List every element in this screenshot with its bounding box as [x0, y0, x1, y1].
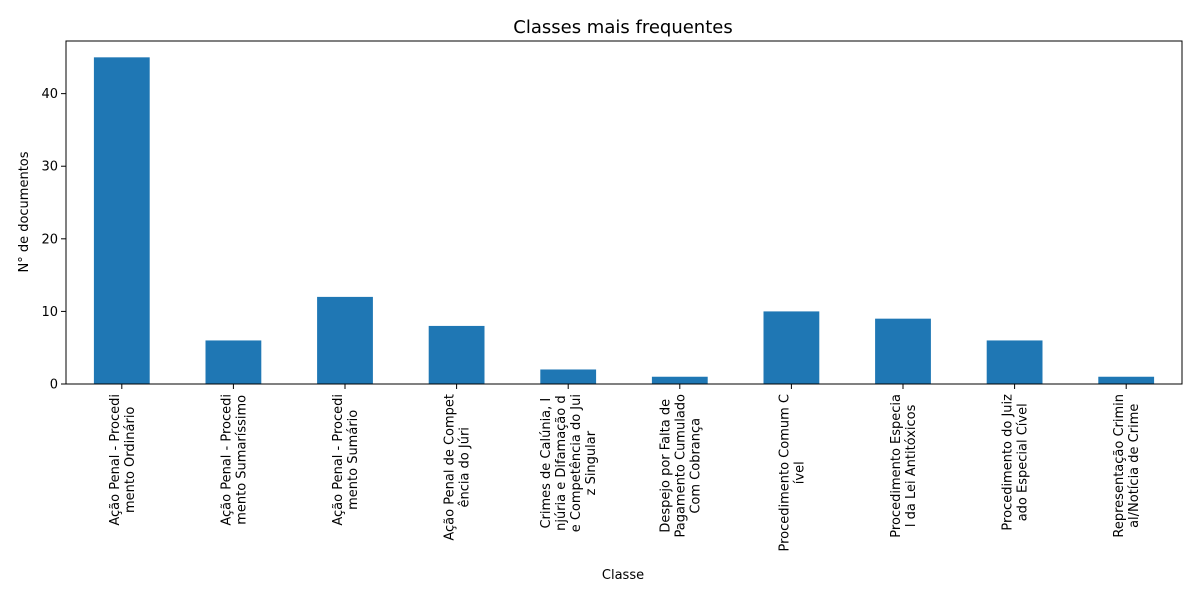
- y-tick-label: 0: [50, 378, 58, 393]
- x-axis-label: Classe: [602, 568, 644, 583]
- y-tick-label: 40: [41, 87, 58, 102]
- bar-1: [205, 340, 262, 384]
- y-axis-ticks: 0 10 20 30 40: [41, 87, 66, 393]
- x-tick-label-1: Ação Penal - Procedimento Sumaríssimo: [219, 394, 249, 526]
- bar-5: [651, 376, 708, 384]
- y-tick-label: 30: [41, 160, 58, 175]
- x-tick-label-0: Ação Penal - Procedimento Ordinário: [108, 394, 138, 526]
- plot-frame: [65, 40, 1183, 385]
- x-tick-label-5: Despejo por Falta dePagamento CumuladoCo…: [658, 394, 703, 538]
- y-tick-label: 20: [41, 232, 58, 247]
- bar-4: [540, 369, 597, 384]
- x-tick-label-4: Crimes de Calúnia, Injúria e Difamação d…: [539, 394, 599, 532]
- bar-6: [763, 311, 820, 384]
- bar-2: [317, 296, 373, 384]
- x-tick-label-7: Procedimento Especial da Lei Antitóxicos: [889, 394, 919, 538]
- bar-3: [428, 325, 485, 384]
- x-axis-ticks: Ação Penal - Procedimento Ordinário Ação …: [108, 384, 1142, 552]
- x-tick-label-3: Ação Penal de Competência do Júri: [443, 394, 473, 541]
- bars-group: [93, 57, 1155, 384]
- y-tick-label: 10: [41, 305, 58, 320]
- x-tick-label-6: Procedimento Comum Cível: [777, 394, 807, 552]
- bar-8: [986, 340, 1043, 384]
- x-tick-label-9: Representação Criminal/Notícia de Crime: [1112, 394, 1142, 538]
- y-axis-label: N° de documentos: [17, 151, 32, 272]
- x-tick-label-2: Ação Penal - Procedimento Sumário: [331, 394, 361, 526]
- chart-title: Classes mais frequentes: [513, 17, 732, 38]
- bar-9: [1098, 376, 1155, 384]
- bar-7: [875, 318, 931, 384]
- x-tick-label-8: Procedimento do Juizado Especial Cível: [1001, 394, 1031, 531]
- bar-0: [93, 57, 150, 384]
